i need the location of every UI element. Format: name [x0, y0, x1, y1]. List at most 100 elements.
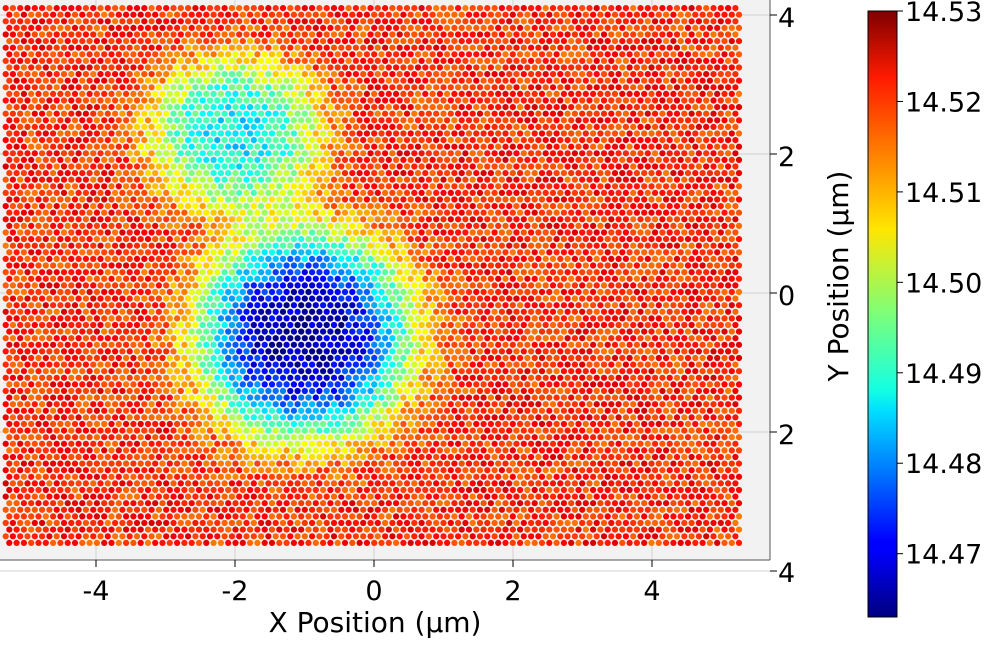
scatter-point [243, 269, 250, 276]
scatter-point [703, 71, 710, 78]
scatter-point [31, 269, 38, 276]
scatter-point [535, 308, 542, 315]
scatter-point [447, 84, 454, 91]
scatter-point [312, 24, 319, 31]
scatter-point [458, 302, 465, 309]
scatter-point [681, 31, 688, 38]
scatter-point [50, 222, 57, 229]
scatter-point [123, 236, 130, 243]
scatter-point [199, 44, 206, 51]
scatter-point [181, 315, 188, 322]
scatter-point [152, 24, 159, 31]
scatter-point [520, 229, 527, 236]
scatter-point [619, 104, 626, 111]
scatter-point [170, 269, 177, 276]
scatter-point [119, 44, 126, 51]
scatter-point [491, 203, 498, 210]
scatter-point [294, 308, 301, 315]
scatter-point [258, 163, 265, 170]
scatter-point [290, 156, 297, 163]
scatter-point [735, 156, 743, 163]
scatter-point [659, 242, 666, 249]
scatter-point [35, 90, 42, 97]
scatter-point [28, 77, 35, 84]
scatter-point [608, 176, 615, 183]
scatter-point [24, 31, 31, 38]
scatter-point [400, 77, 407, 84]
scatter-point [429, 302, 436, 309]
scatter-point [425, 110, 432, 117]
scatter-point [600, 203, 608, 210]
scatter-point [133, 295, 141, 302]
scatter-point [710, 150, 717, 157]
scatter-point [619, 183, 626, 190]
scatter-point [6, 249, 13, 256]
scatter-point [334, 222, 341, 229]
scatter-point [46, 295, 53, 302]
scatter-point [320, 249, 327, 256]
scatter-point [101, 209, 108, 216]
scatter-point [148, 295, 155, 302]
scatter-point [152, 77, 159, 84]
scatter-point [272, 137, 279, 144]
scatter-point [403, 150, 411, 157]
scatter-point [455, 57, 462, 64]
scatter-point [356, 315, 363, 322]
scatter-point [298, 11, 305, 18]
scatter-point [622, 5, 630, 12]
scatter-point [440, 5, 447, 12]
scatter-point [174, 288, 181, 296]
scatter-point [312, 130, 319, 137]
scatter-point [24, 137, 31, 144]
scatter-point [247, 209, 254, 216]
scatter-point [476, 269, 484, 276]
scatter-point [564, 176, 571, 183]
scatter-point [2, 44, 9, 51]
scatter-point [637, 295, 644, 302]
scatter-point [393, 249, 400, 256]
scatter-point [378, 156, 385, 163]
scatter-point [112, 216, 119, 223]
scatter-point [670, 315, 677, 322]
scatter-point [389, 57, 396, 64]
scatter-point [465, 24, 473, 31]
scatter-point [608, 44, 615, 51]
scatter-point [2, 269, 9, 276]
scatter-point [407, 11, 414, 18]
scatter-point [93, 90, 100, 97]
scatter-point [411, 5, 418, 12]
scatter-point [155, 5, 162, 12]
scatter-point [126, 295, 133, 302]
scatter-point [699, 209, 706, 216]
scatter-point [312, 170, 319, 177]
scatter-point [199, 84, 206, 91]
scatter-point [681, 203, 688, 210]
scatter-point [403, 203, 411, 210]
scatter-point [710, 137, 717, 144]
scatter-point [82, 97, 89, 104]
scatter-point [393, 275, 400, 282]
scatter-point [725, 123, 732, 130]
scatter-point [130, 275, 137, 282]
scatter-point [495, 90, 502, 97]
scatter-point [20, 249, 27, 256]
scatter-point [597, 288, 604, 296]
scatter-point [571, 242, 579, 249]
scatter-point [28, 156, 35, 163]
scatter-point [341, 183, 349, 190]
scatter-point [341, 117, 349, 124]
scatter-point [692, 143, 699, 150]
scatter-point [363, 275, 370, 282]
scatter-point [465, 170, 473, 177]
scatter-point [600, 176, 608, 183]
scatter-point [206, 242, 214, 249]
scatter-point [385, 249, 392, 256]
scatter-point [90, 5, 97, 12]
scatter-point [53, 31, 60, 38]
scatter-point [108, 24, 115, 31]
scatter-point [232, 90, 239, 97]
scatter-point [199, 308, 206, 315]
scatter-point [568, 143, 575, 150]
scatter-point [86, 170, 93, 177]
scatter-point [133, 242, 141, 249]
